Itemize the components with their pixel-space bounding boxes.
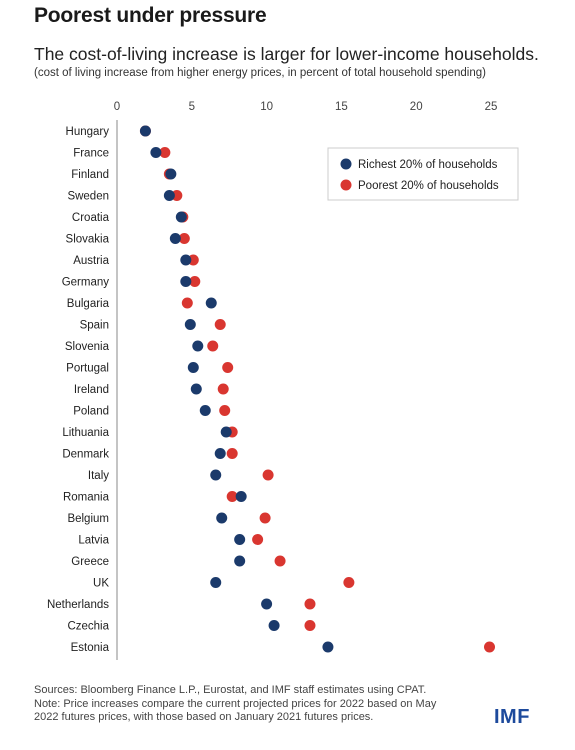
poorest-point — [226, 448, 238, 459]
category-label: Greece — [71, 556, 109, 568]
footnote-text: Note: Price increases compare the curren… — [34, 697, 437, 724]
richest-point — [165, 168, 177, 180]
legend-label: Poorest 20% of households — [358, 180, 499, 192]
legend-swatch — [340, 179, 352, 191]
poorest-point — [304, 620, 316, 631]
poorest-point — [217, 383, 229, 395]
chart-legend: Richest 20% of households Poorest 20% of … — [327, 147, 519, 201]
richest-point — [220, 426, 232, 438]
richest-point — [261, 598, 273, 610]
poorest-point — [178, 233, 190, 244]
richest-point — [199, 405, 211, 416]
richest-point — [210, 469, 222, 481]
poorest-point — [484, 641, 496, 653]
category-label: Denmark — [62, 449, 109, 461]
richest-point — [210, 577, 222, 588]
richest-point — [268, 620, 280, 631]
category-label: Slovenia — [65, 341, 110, 353]
poorest-point — [222, 362, 234, 373]
x-tick-label-0: 0 — [114, 101, 120, 113]
poorest-point — [343, 577, 355, 588]
sources-text: Sources: Bloomberg Finance L.P., Eurosta… — [34, 684, 427, 696]
richest-point — [234, 555, 246, 567]
category-label: Bulgaria — [67, 298, 110, 310]
richest-point — [175, 211, 187, 223]
poorest-point — [259, 512, 271, 524]
poorest-point — [181, 297, 193, 309]
category-label: Slovakia — [66, 234, 110, 246]
category-label: Ireland — [74, 384, 109, 396]
richest-point — [192, 340, 204, 352]
richest-point — [322, 641, 334, 653]
imf-logo: IMF — [494, 706, 530, 728]
richest-point — [139, 125, 151, 137]
sources-note: Sources: Bloomberg Finance L.P., Eurosta… — [34, 684, 454, 725]
poorest-point — [159, 147, 171, 158]
chart-title: Poorest under pressure — [34, 4, 267, 27]
x-tick-label-20: 20 — [410, 101, 423, 113]
poorest-point — [252, 534, 264, 545]
poorest-point — [262, 469, 274, 481]
chart-subtitle: The cost-of-living increase is larger fo… — [34, 44, 539, 64]
x-tick-label-5: 5 — [189, 101, 195, 113]
category-label: Lithuania — [62, 427, 109, 439]
legend-swatch — [340, 158, 352, 170]
data-points — [139, 125, 496, 653]
richest-point — [214, 448, 226, 459]
chart-note: (cost of living increase from higher ene… — [34, 67, 486, 79]
category-label: Sweden — [67, 191, 109, 203]
poorest-point — [214, 319, 226, 330]
category-label: Spain — [80, 320, 109, 332]
category-label: Austria — [73, 255, 109, 267]
richest-point — [190, 383, 202, 395]
richest-point — [184, 319, 196, 330]
legend-label: Richest 20% of households — [358, 159, 498, 171]
category-label: Portugal — [66, 363, 109, 375]
category-label: Hungary — [66, 126, 110, 138]
category-label: Germany — [62, 277, 110, 289]
category-label: Belgium — [67, 513, 109, 525]
richest-point — [180, 254, 192, 266]
poorest-point — [189, 276, 201, 287]
richest-point — [235, 491, 247, 502]
richest-point — [234, 534, 246, 545]
richest-point — [205, 297, 217, 309]
x-tick-label-10: 10 — [260, 101, 273, 113]
category-label: Croatia — [72, 212, 110, 224]
richest-point — [216, 512, 228, 524]
poorest-point — [226, 491, 238, 502]
category-label: Latvia — [78, 535, 109, 547]
category-label: Finland — [71, 169, 109, 181]
category-label: France — [73, 148, 109, 160]
x-tick-label-15: 15 — [335, 101, 348, 113]
poorest-point — [304, 598, 316, 610]
category-label: Estonia — [71, 642, 110, 654]
richest-point — [150, 147, 162, 158]
category-label: Netherlands — [47, 599, 109, 611]
y-axis: Hungary France Finland Sweden Croatia Slovaki… — [47, 120, 118, 660]
poorest-point — [274, 555, 286, 567]
richest-point — [169, 233, 181, 244]
category-label: Czechia — [67, 621, 109, 633]
dot-plot-chart: 0 5 10 15 20 25 Hungary France Finland Sweden Cro… — [47, 101, 519, 660]
category-label: Poland — [73, 406, 109, 418]
legend-box — [327, 147, 519, 201]
category-label: UK — [93, 578, 109, 590]
x-axis: 0 5 10 15 20 25 — [114, 101, 498, 113]
richest-point — [163, 190, 175, 201]
richest-point — [180, 276, 192, 287]
poorest-point — [207, 340, 219, 352]
category-label: Italy — [88, 470, 109, 482]
x-tick-label-25: 25 — [485, 101, 498, 113]
poorest-point — [219, 405, 231, 416]
richest-point — [187, 362, 199, 373]
category-label: Romania — [63, 492, 110, 504]
